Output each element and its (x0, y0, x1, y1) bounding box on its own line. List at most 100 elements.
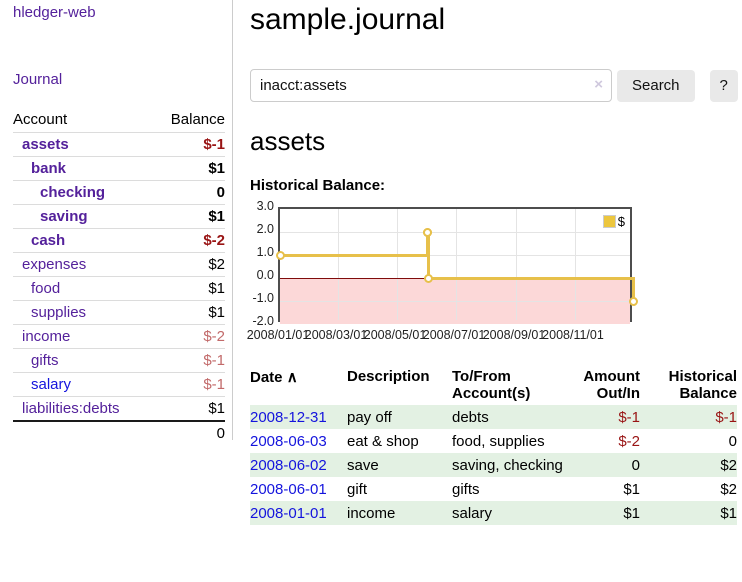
balance-chart: $ 2008/01/01 2008/03/01 2008/05/01 2008/07/… (246, 199, 740, 344)
search-input-wrap: × (250, 69, 612, 102)
legend-label: $ (617, 214, 625, 229)
search-input[interactable] (250, 69, 612, 102)
clear-search-icon[interactable]: × (594, 76, 603, 93)
sidebar-account-link-gifts[interactable]: gifts (31, 352, 59, 369)
register-amount: $-2 (618, 433, 640, 450)
y-gridline (280, 255, 630, 256)
register-description: gift (347, 481, 368, 498)
register-accounts: saving, checking (452, 457, 563, 474)
chart-line-segment (425, 230, 429, 257)
register-date-link[interactable]: 2008-01-01 (250, 505, 327, 522)
sidebar-account-link-supplies[interactable]: supplies (31, 304, 87, 321)
register-table: Date ∧ Description To/From Account(s) Am… (250, 364, 737, 525)
help-button[interactable]: ? (709, 69, 738, 102)
y-tick-label: 2.0 (256, 222, 274, 236)
register-balance: $2 (720, 481, 737, 498)
x-tick-label: 2008/09/01 (482, 328, 546, 342)
register-description: pay off (347, 409, 392, 426)
sort-asc-icon: ∧ (286, 369, 298, 386)
sidebar-account-link-cash[interactable]: cash (31, 232, 66, 249)
account-row: liabilities:debts $1 (13, 396, 225, 421)
sidebar-account-link-saving[interactable]: saving (40, 208, 88, 225)
sidebar-item-journal[interactable]: Journal (13, 71, 63, 88)
sidebar-account-link-checking[interactable]: checking (40, 184, 106, 201)
register-description: income (347, 505, 396, 522)
main-content: sample.journal × Search ? assets Histori… (246, 0, 740, 525)
register-amount: $-1 (618, 409, 640, 426)
legend-swatch-icon (602, 215, 616, 228)
sidebar-account-link-expenses[interactable]: expenses (22, 256, 87, 273)
register-balance: $-1 (715, 409, 737, 426)
sidebar-account-link-bank[interactable]: bank (31, 160, 67, 177)
register-header-balance: Historical Balance (668, 368, 737, 402)
sidebar-account-link-liabilities-debts[interactable]: liabilities:debts (22, 400, 120, 417)
accounts-total-value: 0 (153, 420, 225, 445)
chart-line-segment (280, 253, 428, 257)
sidebar-account-link-assets[interactable]: assets (22, 136, 69, 153)
sidebar: hledger-web Journal Account Balance asse… (0, 0, 233, 445)
x-tick-label: 2008/07/01 (422, 328, 486, 342)
account-balance: $1 (153, 300, 225, 325)
register-row: 2008-06-03 eat & shop food, supplies $-2 0 (250, 429, 737, 453)
x-tick-label: 2008/11/01 (542, 328, 604, 342)
x-gridline (338, 209, 339, 320)
accounts-header-account: Account (13, 111, 68, 128)
account-row: gifts $-1 (13, 348, 225, 373)
register-date-link[interactable]: 2008-06-01 (250, 481, 327, 498)
register-amount: 0 (631, 457, 640, 474)
account-balance: $-2 (153, 228, 225, 253)
account-balance: $1 (153, 276, 225, 301)
sidebar-account-link-salary[interactable]: salary (31, 376, 72, 393)
register-balance: $1 (720, 505, 737, 522)
sidebar-account-link-income[interactable]: income (22, 328, 71, 345)
search-button[interactable]: Search (617, 69, 695, 102)
register-amount: $1 (623, 481, 640, 498)
y-tick-label: -2.0 (252, 314, 274, 328)
account-row: income $-2 (13, 324, 225, 349)
y-tick-label: 1.0 (256, 245, 274, 259)
page-title: sample.journal (250, 3, 446, 36)
account-row: assets $-1 (13, 132, 225, 157)
y-tick-label: -1.0 (252, 291, 274, 305)
account-balance: $2 (153, 252, 225, 277)
y-gridline (280, 301, 630, 302)
register-balance: $2 (720, 457, 737, 474)
x-tick-label: 2008/01/01 (246, 328, 310, 342)
register-accounts: gifts (452, 481, 480, 498)
chart-line-segment (428, 276, 634, 280)
register-date-link[interactable]: 2008-12-31 (250, 409, 327, 426)
chart-plot-area: $ (275, 207, 638, 324)
account-row: salary $-1 (13, 372, 225, 397)
x-gridline (397, 209, 398, 320)
sidebar-account-link-food[interactable]: food (31, 280, 61, 297)
register-header-row: Date ∧ Description To/From Account(s) Am… (250, 364, 737, 405)
register-date-link[interactable]: 2008-06-02 (250, 457, 327, 474)
register-row: 2008-06-02 save saving, checking 0 $2 (250, 453, 737, 477)
chart-legend: $ (602, 214, 625, 229)
register-description: save (347, 457, 379, 474)
register-header-date[interactable]: Date ∧ (250, 369, 298, 386)
app-title-link[interactable]: hledger-web (13, 4, 96, 21)
register-header-description: Description (347, 368, 430, 385)
account-balance: $1 (153, 204, 225, 229)
account-row: expenses $2 (13, 252, 225, 277)
chart-data-point (628, 296, 638, 306)
accounts-header-balance: Balance (170, 111, 225, 128)
account-balance: $1 (153, 156, 225, 181)
register-date-link[interactable]: 2008-06-03 (250, 433, 327, 450)
account-row: supplies $1 (13, 300, 225, 325)
register-description: eat & shop (347, 433, 419, 450)
x-tick-label: 2008/03/01 (304, 328, 368, 342)
account-balance: $-2 (153, 324, 225, 349)
chart-heading: Historical Balance: (250, 177, 386, 194)
register-accounts: salary (452, 505, 493, 522)
register-accounts: debts (452, 409, 489, 426)
account-balance: $-1 (153, 372, 225, 397)
chart-line-segment (427, 230, 431, 280)
register-header-amount: Amount Out/In (583, 368, 640, 402)
search-bar: × Search ? (250, 69, 740, 102)
account-balance: 0 (153, 180, 225, 205)
x-gridline (516, 209, 517, 320)
y-tick-label: 3.0 (256, 199, 274, 213)
register-row: 2008-06-01 gift gifts $1 $2 (250, 477, 737, 501)
